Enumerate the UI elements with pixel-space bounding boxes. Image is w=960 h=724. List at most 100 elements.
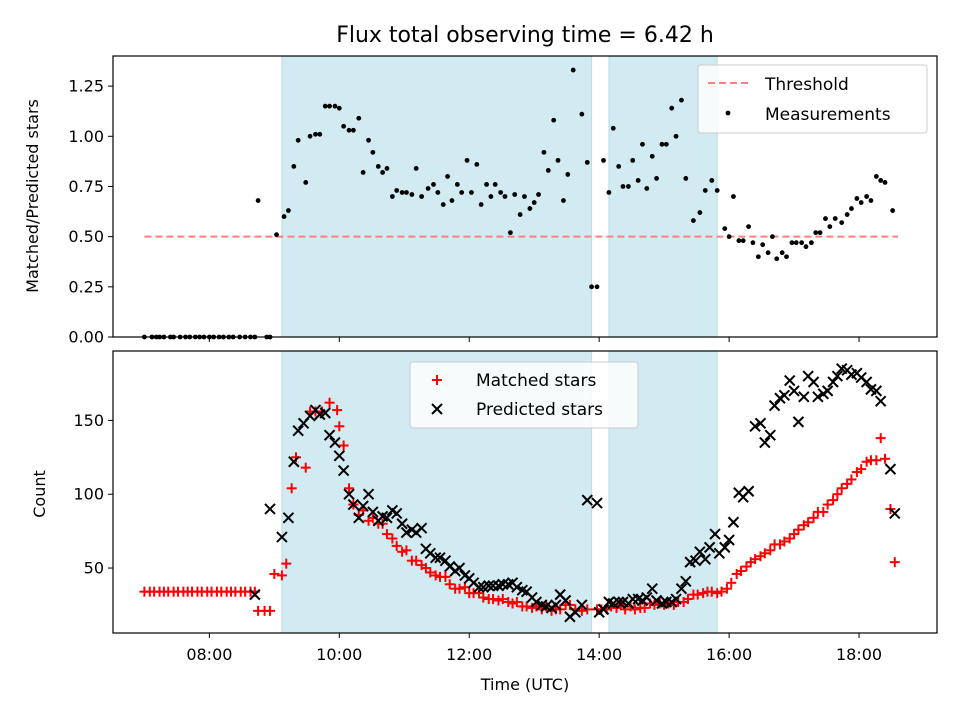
predicted-star-point [329, 436, 341, 449]
predicted-star-point [473, 581, 485, 593]
predicted-star-point [353, 512, 365, 524]
predicted-star-point [434, 551, 446, 564]
measurement-point [868, 198, 874, 203]
x-tick-label: 14:00 [576, 645, 622, 664]
bottom-legend-box [409, 361, 639, 429]
x-tick-label: 08:00 [186, 645, 232, 664]
measurement-point [779, 250, 785, 256]
measurement-point [736, 238, 742, 244]
matched-star-point [822, 499, 833, 510]
measurement-point [690, 218, 696, 223]
measurement-point [890, 208, 896, 213]
measurement-point [799, 240, 805, 246]
predicted-star-point [680, 575, 692, 588]
matched-star-point [334, 421, 345, 432]
matched-star-point [803, 517, 814, 528]
top-y-tick-label: 0.00 [68, 328, 104, 347]
predicted-star-point [831, 370, 844, 382]
measurement-point [545, 168, 551, 173]
matched-star-point [332, 405, 343, 416]
measurement-point [579, 111, 585, 117]
matched-star-point [692, 589, 703, 600]
predicted-star-point [889, 507, 901, 520]
measurement-point [740, 238, 746, 244]
matched-star-point [425, 567, 436, 578]
measurement-point [404, 190, 409, 195]
predicted-star-point [264, 503, 276, 515]
matched-star-point [401, 545, 412, 556]
predicted-star-point [511, 581, 523, 593]
matched-star-point [411, 555, 422, 566]
matched-star-point [440, 571, 451, 582]
measurement-point [341, 123, 347, 129]
measurement-point [584, 159, 590, 165]
matched-star-point [281, 558, 292, 569]
predicted-star-point [337, 464, 350, 477]
predicted-star-point [788, 385, 800, 397]
measurement-point [649, 153, 655, 159]
measurement-point [313, 131, 318, 137]
bottom-y-tick-label: 150 [73, 411, 104, 430]
matched-star-point [889, 557, 900, 568]
measurement-point [669, 105, 675, 111]
matched-star-point [765, 545, 776, 556]
measurement-point [332, 103, 338, 109]
matched-star-point [716, 586, 727, 597]
predicted-star-point [362, 488, 375, 500]
matched-star-point [576, 605, 587, 616]
measurement-point [464, 157, 470, 163]
measurement-point [750, 240, 756, 246]
matched-star-point [265, 605, 276, 616]
measurement-point [589, 284, 594, 290]
measurement-point [827, 224, 833, 230]
predicted-star-point [812, 391, 824, 403]
measurement-point [817, 230, 823, 236]
predicted-star-point [319, 407, 331, 419]
predicted-star-point [650, 594, 663, 607]
measurement-point [303, 180, 309, 185]
measurement-point [673, 133, 679, 139]
top-observing-window-1 [281, 55, 593, 338]
top-y-tick-label: 0.50 [68, 227, 104, 246]
predicted-star-point [641, 591, 653, 604]
bottom-y-tick-label: 100 [73, 485, 104, 504]
measurement-point [389, 194, 395, 199]
top-y-tick-label: 0.75 [68, 177, 104, 196]
measurement-point [654, 176, 659, 181]
measurement-point [864, 194, 870, 199]
measurement-point [561, 198, 566, 203]
matched-star-point [276, 570, 287, 581]
measurement-point [488, 194, 494, 199]
measurement-point [531, 200, 537, 205]
x-tick-label: 16:00 [706, 645, 752, 664]
measurement-point [255, 198, 261, 203]
measurement-point [601, 157, 606, 163]
predicted-star-point [597, 603, 610, 616]
measurement-point [774, 256, 780, 262]
predicted-star-point [778, 389, 791, 402]
measurement-point [755, 254, 761, 260]
predicted-star-point [689, 554, 702, 567]
measurement-point [492, 182, 498, 187]
measurement-point [644, 186, 650, 191]
matched-star-point [832, 489, 843, 500]
matched-star-point [726, 577, 737, 588]
measurement-point [356, 115, 362, 121]
measurement-point [844, 212, 850, 217]
measurement-point [399, 190, 405, 195]
measurement-point [425, 186, 431, 191]
matched-star-point [856, 464, 867, 475]
predicted-star-point [282, 512, 295, 524]
measurement-point [498, 190, 504, 195]
measurement-point [360, 170, 366, 175]
predicted-star-point [381, 512, 393, 524]
predicted-star-point [276, 531, 288, 543]
measurement-point [659, 141, 665, 147]
top-panel: 0.00 0.25 0.50 0.75 1.00 1.25 Matched/Predict… [23, 55, 938, 347]
measurement-point [683, 176, 689, 181]
measurement-point [746, 224, 751, 230]
predicted-star-point [390, 507, 403, 520]
matched-star-point [871, 455, 882, 466]
measurement-point [375, 163, 381, 169]
measurement-point [507, 230, 513, 236]
